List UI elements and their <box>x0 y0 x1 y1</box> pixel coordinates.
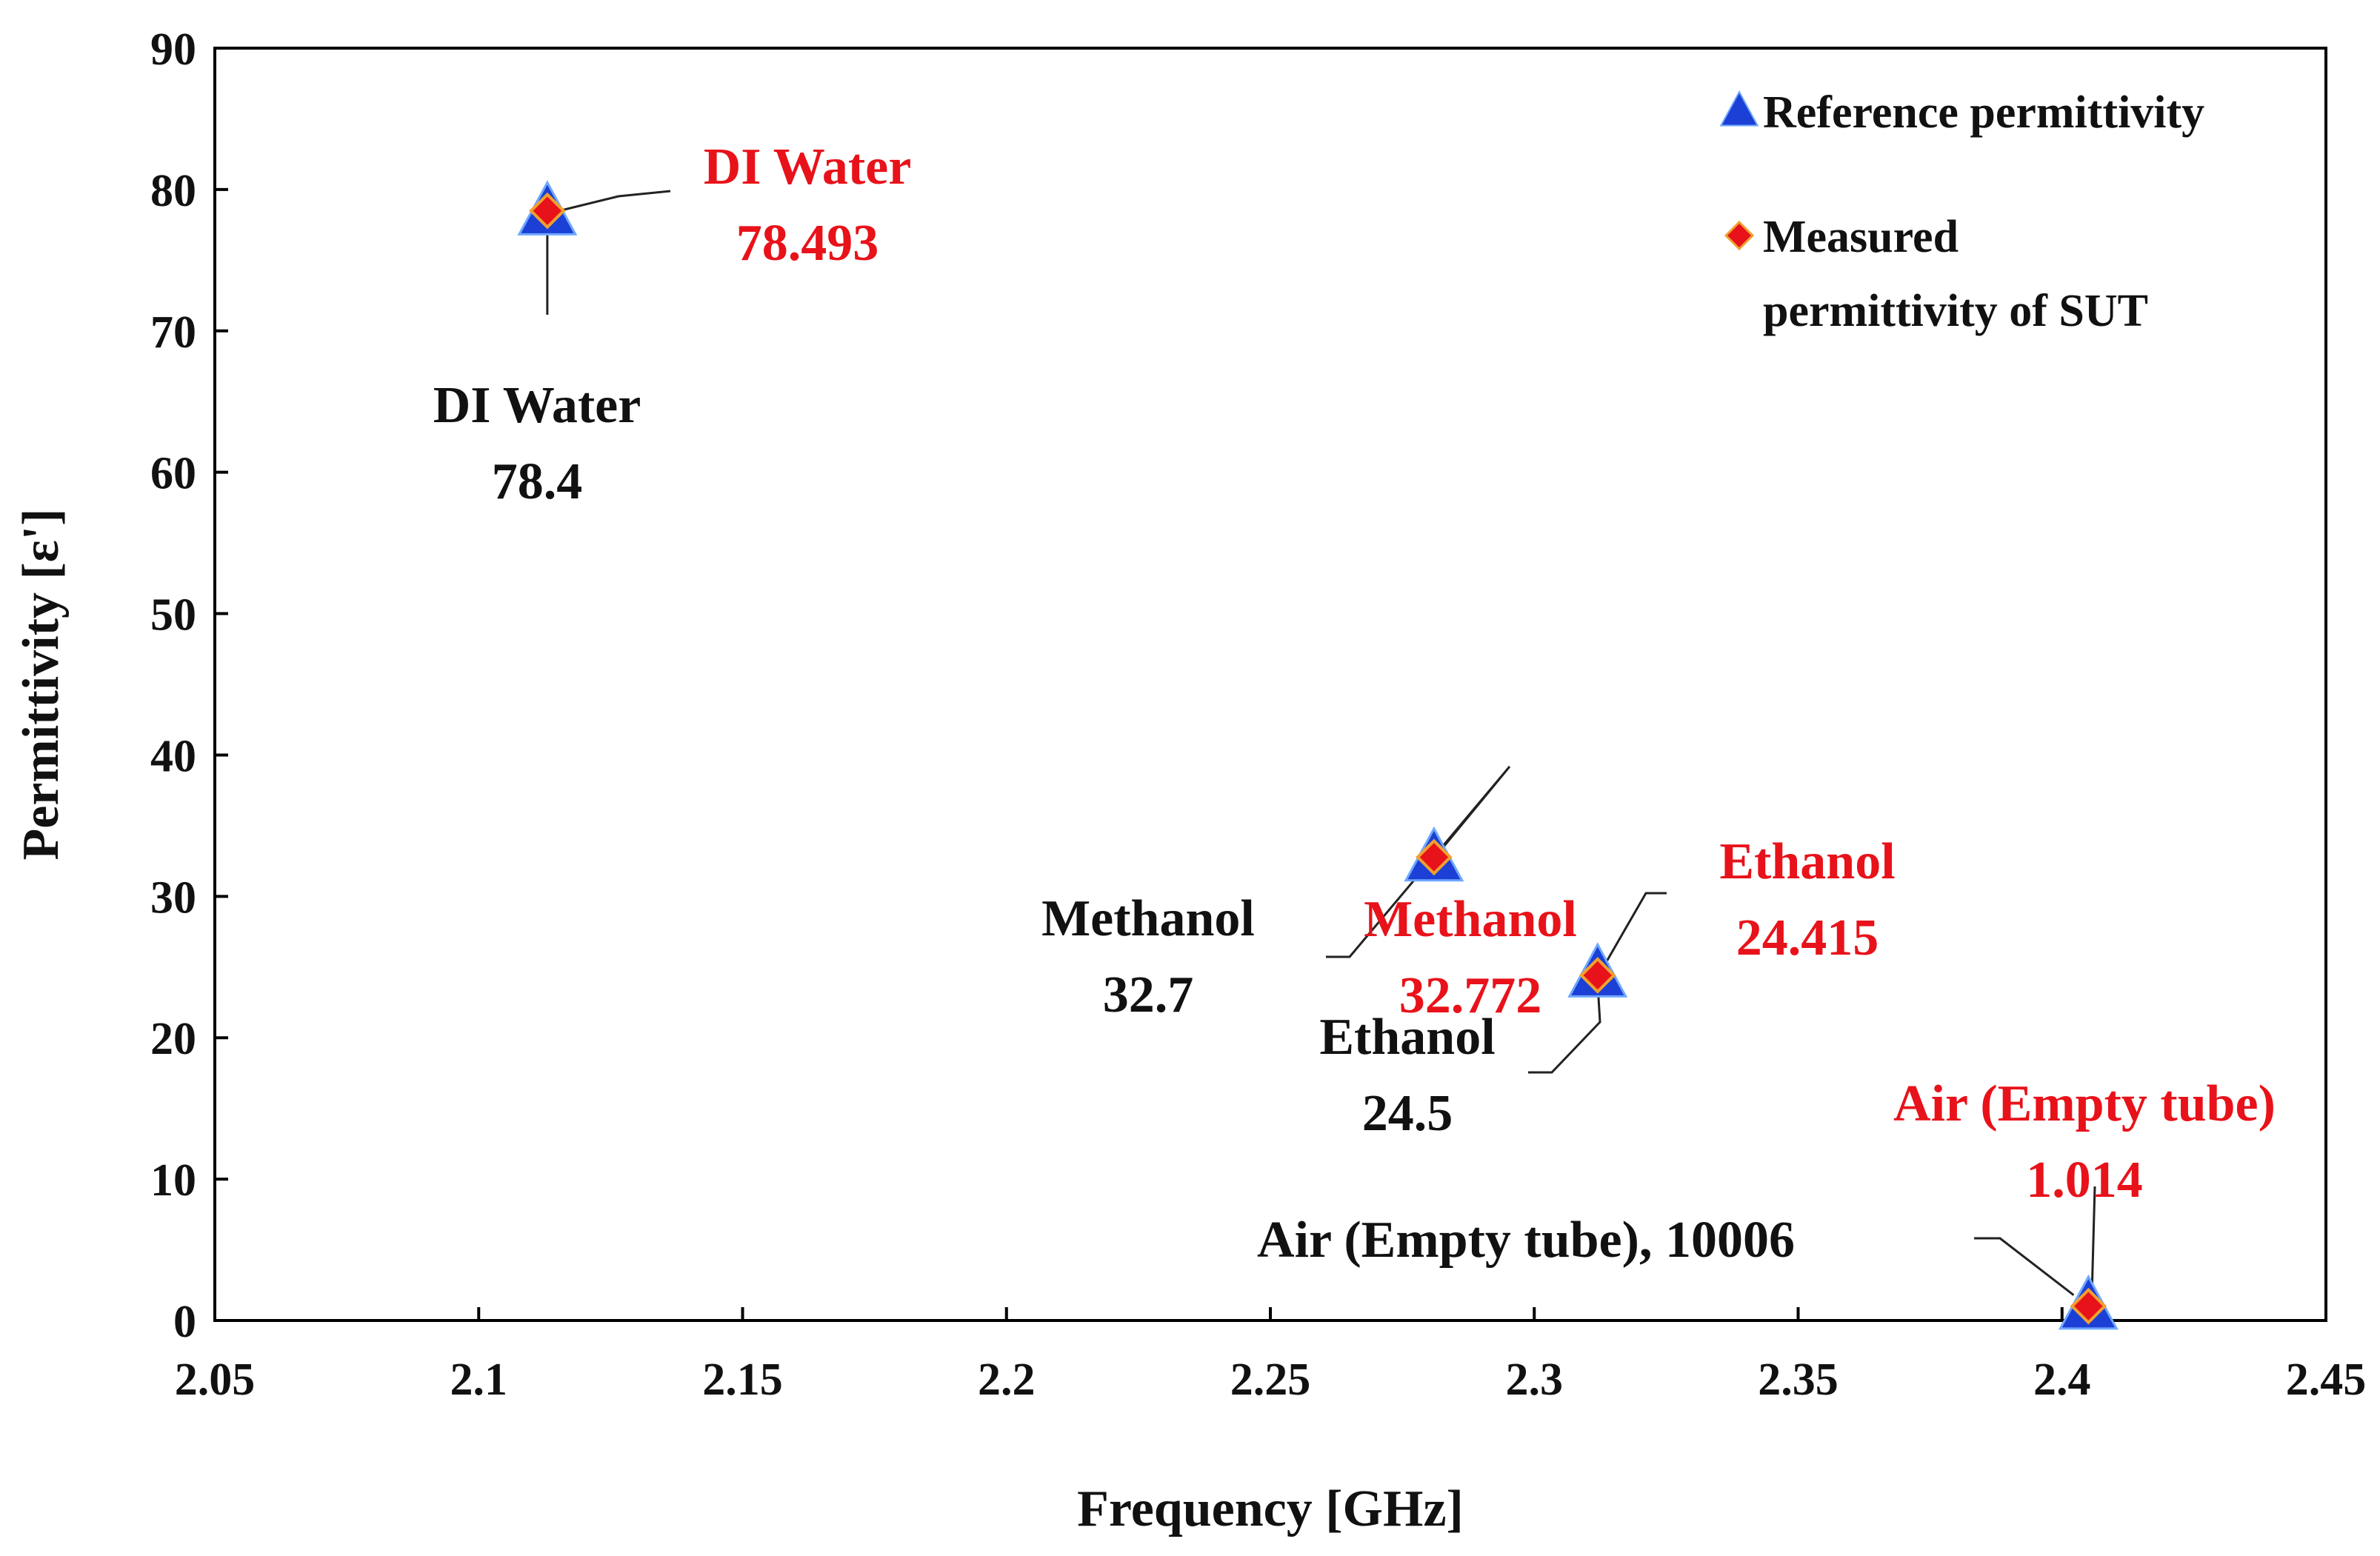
measured-value-label: DI Water <box>704 138 912 196</box>
measured-value-label: 24.415 <box>1736 909 1879 966</box>
reference-value-label: Ethanol <box>1319 1009 1495 1066</box>
reference-value-label: Air (Empty tube), 10006 <box>1257 1212 1795 1269</box>
legend-label-reference: Reference permittivity <box>1763 87 2204 138</box>
measured-point-marker <box>1579 957 1616 994</box>
y-tick-label: 70 <box>150 307 196 358</box>
measured-value-label: 32.772 <box>1399 967 1542 1024</box>
measured-value-label: 78.493 <box>736 215 879 272</box>
annotation-leader-line <box>1604 892 1667 965</box>
x-axis-label: Frequency [GHz] <box>1077 1480 1464 1537</box>
measured-value-label: 1.014 <box>2026 1152 2143 1209</box>
annotation-leader-line <box>2090 1186 2096 1286</box>
annotation-leader-line <box>1974 1237 2075 1296</box>
x-tick-label: 2.4 <box>2033 1355 2091 1405</box>
y-tick-label: 90 <box>150 24 196 75</box>
data-annotations: DI Water 78.4 DI Water 78.493 Methanol 32.7 Me… <box>433 138 2276 1269</box>
x-tick-label: 2.35 <box>1758 1355 1839 1405</box>
y-tick-label: 50 <box>150 590 196 641</box>
x-tick-label: 2.25 <box>1230 1355 1311 1405</box>
plot-area <box>213 47 2327 1322</box>
reference-value-label: 32.7 <box>1103 966 1194 1024</box>
reference-value-label: DI Water <box>433 377 641 434</box>
y-tick-label: 0 <box>173 1297 196 1347</box>
measured-point-marker <box>1416 838 1453 876</box>
y-tick-label: 30 <box>150 872 196 923</box>
legend: Reference permittivity Measured permittivi… <box>1719 87 2204 336</box>
x-tick-label: 2.15 <box>702 1355 783 1405</box>
measured-value-label: Ethanol <box>1719 833 1895 890</box>
y-tick-label: 60 <box>150 449 196 499</box>
reference-value-label: Methanol <box>1041 890 1255 947</box>
x-tick-label: 2.1 <box>450 1355 508 1405</box>
y-tick-label: 80 <box>150 166 196 216</box>
reference-value-label: 24.5 <box>1362 1085 1453 1142</box>
x-tick-label: 2.2 <box>978 1355 1036 1405</box>
legend-label-measured: Measured <box>1763 212 1959 262</box>
annotation-leader-line <box>553 190 671 214</box>
measured-point-marker <box>2070 1287 2107 1325</box>
legend-diamond-icon <box>1724 220 1755 251</box>
y-tick-label: 10 <box>150 1155 196 1206</box>
y-tick-label: 40 <box>150 731 196 781</box>
axis-ticks: 2.05 2.1 2.15 2.2 2.25 2.3 2.35 2.4 2.45 0 10 20 30 4… <box>150 24 2366 1405</box>
y-axis-label: Permittivity [ε'] <box>13 509 70 861</box>
y-tick-label: 20 <box>150 1014 196 1064</box>
annotation-leader-line <box>1528 982 1601 1074</box>
x-tick-label: 2.45 <box>2286 1355 2367 1405</box>
x-tick-label: 2.05 <box>175 1355 256 1405</box>
legend-label-measured: permittivity of SUT <box>1763 286 2148 336</box>
reference-value-label: 78.4 <box>492 453 583 510</box>
measured-value-label: Methanol <box>1364 891 1577 948</box>
measured-point-marker <box>529 192 566 230</box>
measured-value-label: Air (Empty tube) <box>1893 1075 2276 1132</box>
data-markers <box>517 180 2119 1330</box>
legend-triangle-icon <box>1719 90 1759 127</box>
x-tick-label: 2.3 <box>1506 1355 1564 1405</box>
